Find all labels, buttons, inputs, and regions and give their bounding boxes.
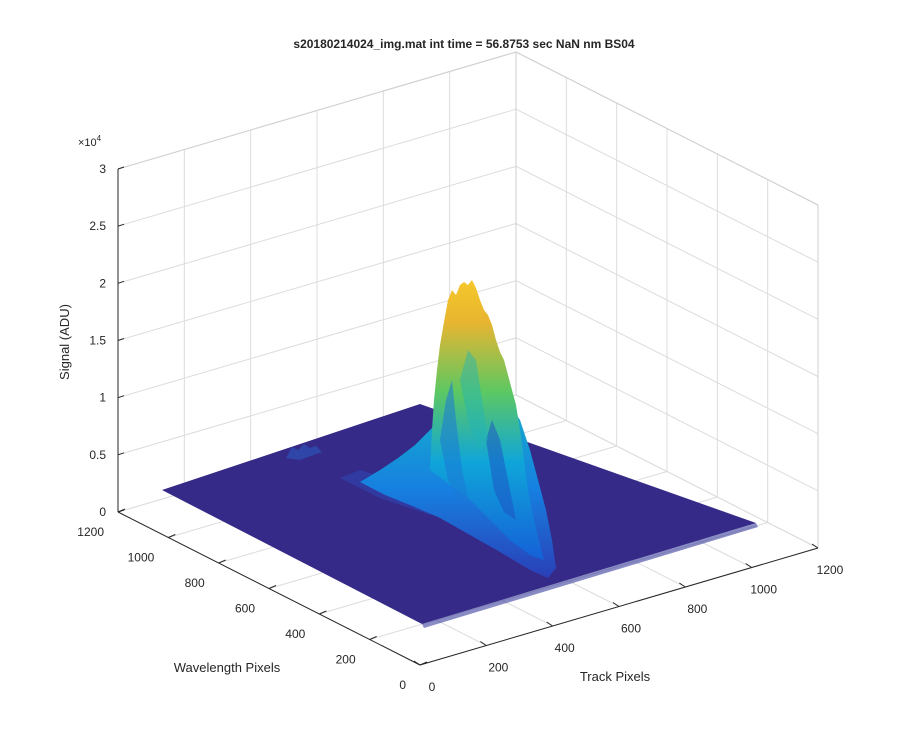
x-tick-label: 200 <box>488 661 508 675</box>
x-tick-mark <box>811 543 819 549</box>
z-tick-mark <box>117 166 125 170</box>
y-axis-ticks: 0 200 400 600 800 1000 1200 <box>77 508 428 692</box>
x-tick-label: 1000 <box>750 583 777 597</box>
y-tick-label: 800 <box>185 576 205 590</box>
y-tick-label: 1200 <box>77 525 104 539</box>
z-tick-label: 3 <box>99 162 106 176</box>
z-tick-mark <box>117 338 125 341</box>
y-tick-mark <box>117 508 126 513</box>
z-tick-label: 0.5 <box>89 448 106 462</box>
z-tick-mark <box>117 452 125 456</box>
surface-floor-edge-light <box>422 523 758 628</box>
surface-streak-2 <box>486 420 516 520</box>
y-tick-label: 600 <box>235 602 255 616</box>
x-tick-mark <box>745 563 752 568</box>
z-tick-label: 0 <box>99 505 106 519</box>
x-tick-label: 800 <box>687 602 707 616</box>
surface-mesh <box>162 280 758 628</box>
y-tick-label: 0 <box>399 678 406 692</box>
x-tick-mark <box>480 641 487 646</box>
x-tick-mark <box>413 660 421 666</box>
surface-bump-left <box>286 444 322 460</box>
y-tick-label: 1000 <box>128 551 155 565</box>
z-axis-label: Signal (ADU) <box>57 304 72 380</box>
z-exponent-label: ×104 <box>78 134 102 149</box>
chart-title: s20180214024_img.mat int time = 56.8753 … <box>293 37 635 51</box>
z-tick-mark <box>117 395 125 399</box>
surface-streak-1 <box>440 380 470 505</box>
y-tick-mark <box>268 585 277 589</box>
x-tick-mark <box>546 621 553 627</box>
x-tick-label: 0 <box>429 680 436 694</box>
y-tick-mark <box>369 636 377 640</box>
z-tick-label: 1.5 <box>89 334 106 348</box>
z-tick-label: 2 <box>99 276 106 290</box>
wall-edge-line <box>117 51 517 170</box>
x-axis-label: Track Pixels <box>580 669 651 684</box>
x-tick-label: 1200 <box>817 563 844 577</box>
x-tick-mark <box>612 602 620 607</box>
wall-edge-line <box>515 51 819 206</box>
z-tick-mark <box>117 223 125 227</box>
z-exponent-power: 4 <box>97 134 102 143</box>
y-tick-mark <box>218 559 226 564</box>
x-axis-ticks: 0 200 400 600 800 1000 1200 <box>413 543 844 694</box>
z-axis-ticks: 0 0.5 1 1.5 2 2.5 3 <box>89 162 125 519</box>
y-axis-label: Wavelength Pixels <box>174 660 281 675</box>
z-tick-mark <box>117 280 125 284</box>
y-tick-mark <box>319 610 327 615</box>
x-tick-label: 400 <box>555 641 575 655</box>
y-tick-label: 400 <box>285 627 305 641</box>
surface-streak-3 <box>460 350 488 450</box>
x-tick-label: 600 <box>621 622 641 636</box>
y-tick-mark <box>168 534 176 538</box>
y-tick-mark <box>419 661 428 666</box>
y-tick-label: 200 <box>336 653 356 667</box>
z-tick-label: 2.5 <box>89 219 106 233</box>
x-tick-mark <box>679 582 686 588</box>
z-tick-label: 1 <box>99 391 106 405</box>
